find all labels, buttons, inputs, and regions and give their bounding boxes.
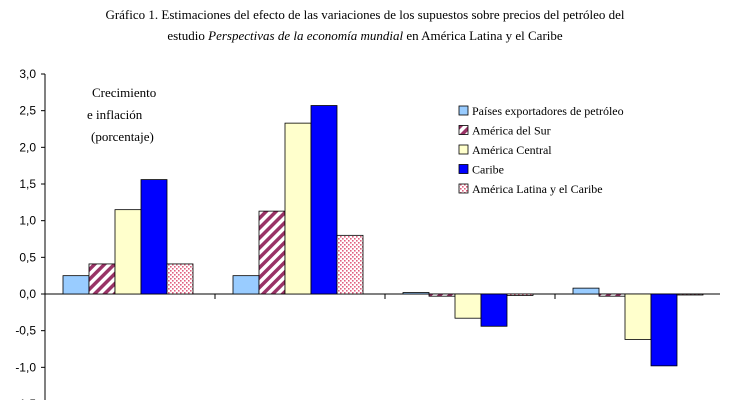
bar-series-1-group-2 [232, 275, 260, 295]
chart-title-line2-italic: Perspectivas de la economía mundial [207, 28, 403, 43]
legend-swatch-1 [458, 105, 469, 116]
y-tick-label: -1,5 [15, 397, 36, 400]
y-tick-label: 0,5 [19, 250, 36, 264]
annotation-line-2: e inflación [87, 107, 143, 122]
legend-label-2: América del Sur [472, 124, 551, 138]
bar-series-1-group-1 [62, 275, 90, 295]
bar-series-2-group-2 [258, 210, 286, 295]
chart-title-line2: estudio Perspectivas de la economía mund… [167, 28, 563, 43]
bar-series-1-group-3 [402, 292, 430, 295]
y-tick-label: -0,5 [15, 324, 36, 338]
y-tick-label: 2,5 [19, 104, 36, 118]
bar-series-3-group-3 [454, 293, 482, 319]
bar-series-5-group-2 [336, 234, 364, 295]
y-tick-label: 2,0 [19, 140, 36, 154]
bar-series-4-group-2 [310, 105, 338, 295]
bar-series-3-group-1 [114, 209, 142, 295]
bar-series-2-group-1 [88, 263, 116, 295]
legend-label-5: América Latina y el Caribe [472, 182, 603, 196]
legend-label-3: América Central [472, 143, 552, 157]
bar-series-5-group-3 [506, 293, 534, 296]
bar-series-5-group-1 [166, 263, 194, 295]
legend-label-1: Países exportadores de petróleo [472, 104, 624, 118]
y-tick-label: -1,0 [15, 360, 36, 374]
x-axis-ticks [214, 294, 556, 299]
bar-series-5-group-4 [676, 293, 704, 296]
annotation-line-1: Crecimiento [92, 85, 156, 100]
y-tick-label: 1,0 [19, 214, 36, 228]
legend-swatch-4 [458, 164, 469, 174]
legend-swatch-3 [458, 144, 469, 155]
bar-series-2-group-4 [598, 293, 626, 297]
legend-swatch-5 [458, 183, 469, 194]
legend-swatch-2 [458, 125, 469, 135]
y-axis-ticks: 3,0 2,5 2,0 1,5 1,0 0,5 0,0 -0,5 -1,0 -1,5 [15, 67, 45, 400]
y-tick-label: 3,0 [19, 67, 36, 81]
bar-series-2-group-3 [428, 293, 456, 297]
chart-title: Gráfico 1. Estimaciones del efecto de la… [105, 7, 624, 22]
y-tick-label: 0,0 [19, 287, 36, 301]
annotation-line-3: (porcentaje) [91, 129, 154, 144]
bar-series-3-group-4 [624, 293, 652, 340]
bar-series-4-group-3 [480, 293, 508, 327]
bar-series-4-group-4 [650, 293, 678, 367]
bar-series-1-group-4 [572, 287, 600, 295]
bar-series-4-group-1 [140, 179, 168, 295]
bars-group [62, 105, 704, 367]
bar-series-3-group-2 [284, 122, 312, 295]
chart-title-line2-prefix: estudio [167, 28, 205, 43]
legend: Países exportadores de petróleo América d… [458, 104, 624, 196]
chart-title-line2-suffix: en América Latina y el Caribe [406, 28, 563, 43]
y-tick-label: 1,5 [19, 177, 36, 191]
legend-label-4: Caribe [472, 163, 504, 177]
